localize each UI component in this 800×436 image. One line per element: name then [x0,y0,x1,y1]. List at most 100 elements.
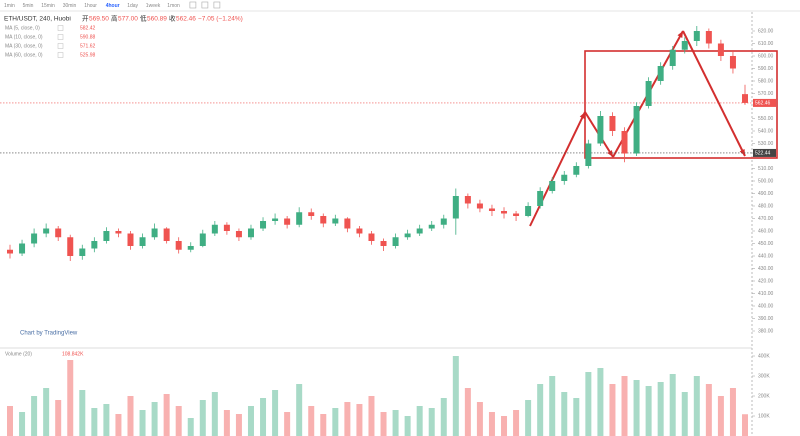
candle-body [657,66,664,81]
volume-bar [211,392,218,436]
interval-button[interactable]: 1min [4,3,15,9]
volume-bar [43,388,50,436]
price-label-box [753,98,776,107]
candle-body [344,218,351,229]
interval-button[interactable]: 4hour [106,3,120,9]
price-label-box [753,148,776,157]
candle-body [320,216,327,224]
candle-body [332,218,339,224]
candle-body [43,228,50,234]
volume-bar [440,398,447,436]
toolbar-icon [189,1,197,9]
arrow-head [739,149,745,156]
volume-bar [368,396,375,436]
volume-bar [705,384,712,436]
ma-icon [57,34,64,40]
volume-bar [272,390,279,436]
y-tick-label: 600.00 [758,53,774,59]
volume-bar [669,374,676,436]
interval-button[interactable]: 5min [23,3,34,9]
interval-button[interactable]: 1hour [84,3,97,9]
volume-bar [55,400,62,436]
ma-icon [57,25,64,31]
volume-bar [392,410,399,436]
interval-button[interactable]: 30min [63,3,77,9]
volume-bar [223,410,230,436]
candle-body [501,211,508,214]
y-tick-label: 580.00 [758,78,774,84]
volume-bar [488,412,495,436]
volume-bar [332,408,339,436]
volume-bar [284,412,291,436]
interval-button[interactable]: 15min [41,3,55,9]
volume-bar [609,384,616,436]
volume-tick-label: 300K [758,373,770,379]
candle-body [404,233,411,238]
candle-body [223,224,230,231]
y-tick-label: 430.00 [758,266,774,272]
candle-body [31,233,38,244]
header-text: 569.50 [89,16,109,23]
candle-body [693,31,700,41]
candle-body [440,218,447,225]
volume-tick-label: 400K [758,353,770,359]
annotations [584,50,778,159]
candle-body [91,241,98,249]
volume-bar [19,412,26,436]
y-tick-label: 510.00 [758,166,774,172]
candle-body [609,116,616,131]
volume-bar [127,396,134,436]
candle-body [296,212,303,225]
candle-body [525,206,532,216]
candle-body [464,196,471,204]
y-tick-label: 620.00 [758,28,774,34]
volume-bar [657,382,664,436]
candle-body [151,228,158,238]
header-text: 低 [140,14,147,23]
arrow-line [529,111,586,227]
volume-bar [501,416,508,436]
ma-value: 571.62 [80,43,96,49]
candle-body [284,218,291,225]
header-text: 560.89 [147,16,167,23]
ma-name: MA (30, close, 0) [5,43,43,49]
arrow-head [607,150,613,157]
volume-bar [163,394,170,436]
candle-body [537,191,544,206]
y-tick-label: 480.00 [758,203,774,209]
volume-bar [260,398,267,436]
candle-body [633,106,640,154]
volume-bar [742,414,748,436]
candle-body [67,237,74,256]
candle-body [513,213,520,216]
header-text: −7.05 (−1.24%) [198,16,243,23]
arrow-line [682,30,746,157]
volume-bar [561,392,568,436]
candle-body [139,237,146,246]
candle-body [308,212,315,216]
interval-button[interactable]: 1week [146,3,161,9]
volume-bar [597,368,604,436]
candle-body [729,56,736,69]
volume-value: 108.842K [62,351,84,357]
candle-body [19,243,26,254]
ma-value: 590.88 [80,34,96,40]
candle-body [163,228,170,241]
volume-bar [31,396,38,436]
candle-body [585,143,592,166]
candle-body [260,221,267,229]
volume-bar [428,408,435,436]
volume-bar [7,406,13,436]
candle-body [199,233,206,246]
interval-button[interactable]: 1mon [167,3,180,9]
ma-name: MA (60, close, 0) [5,52,43,58]
y-tick-label: 410.00 [758,291,774,297]
y-tick-label: 420.00 [758,278,774,284]
y-tick-label: 590.00 [758,66,774,72]
ma-icon [57,43,64,49]
volume-bar [199,400,206,436]
interval-button[interactable]: 1day [127,3,138,9]
volume-bar [573,398,580,436]
volume-bar [633,380,640,436]
